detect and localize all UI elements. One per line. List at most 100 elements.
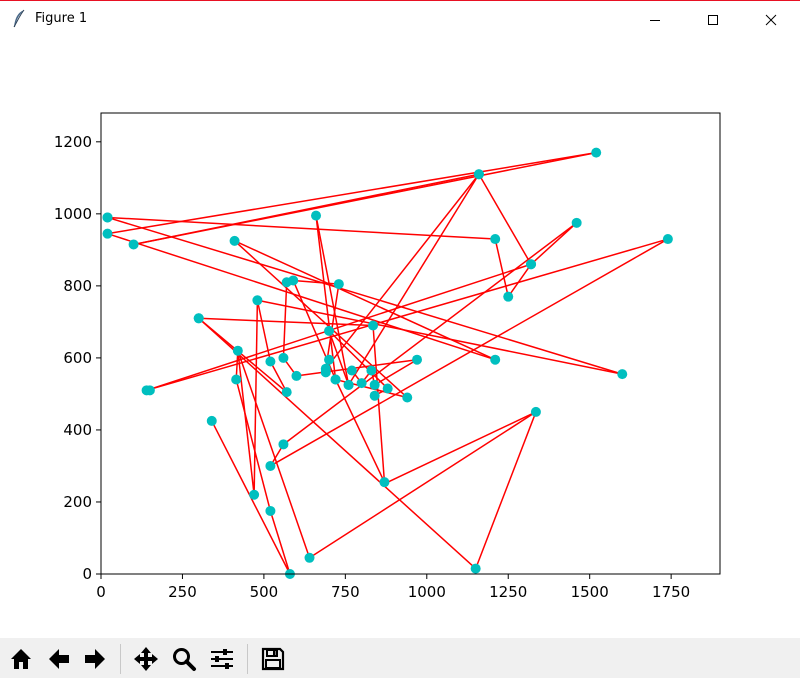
save-button[interactable] — [258, 644, 288, 674]
route-segment — [108, 217, 623, 374]
arrow-left-icon — [46, 646, 72, 672]
data-point — [402, 393, 412, 403]
route-segment — [531, 223, 577, 264]
home-icon — [8, 646, 34, 672]
arrow-right-icon — [82, 646, 108, 672]
data-point — [194, 313, 204, 323]
minimize-icon — [649, 14, 661, 26]
close-button[interactable] — [742, 2, 800, 38]
feather-icon — [12, 9, 26, 29]
data-point — [471, 564, 481, 574]
data-point — [321, 367, 331, 377]
floppy-disk-icon — [260, 646, 286, 672]
data-point — [331, 375, 341, 385]
data-point — [503, 292, 513, 302]
data-point — [357, 378, 367, 388]
data-point — [591, 148, 601, 158]
data-point — [383, 384, 393, 394]
data-point — [305, 553, 315, 563]
route-segment — [373, 325, 384, 482]
data-point — [282, 277, 292, 287]
maximize-button[interactable] — [684, 2, 742, 38]
route-segment — [199, 318, 476, 568]
data-point — [572, 218, 582, 228]
data-point — [366, 366, 376, 376]
data-point — [324, 355, 334, 365]
magnifier-icon — [171, 646, 197, 672]
data-point — [347, 366, 357, 376]
x-tick-label: 1750 — [652, 583, 690, 601]
x-tick-label: 1000 — [408, 583, 446, 601]
window-title: Figure 1 — [35, 11, 87, 26]
data-point — [278, 353, 288, 363]
x-tick-label: 0 — [96, 583, 106, 601]
data-point — [103, 229, 113, 239]
data-point — [370, 391, 380, 401]
move-icon — [133, 646, 159, 672]
route-segment — [270, 362, 286, 393]
toolbar-separator — [120, 644, 121, 674]
y-tick-label: 1000 — [54, 205, 92, 223]
data-point — [230, 236, 240, 246]
y-tick-label: 0 — [82, 565, 92, 583]
data-point — [370, 380, 380, 390]
data-point — [265, 461, 275, 471]
axes-frame — [101, 113, 720, 574]
data-point — [526, 259, 536, 269]
forward-button[interactable] — [80, 644, 110, 674]
data-point — [282, 387, 292, 397]
figure-canvas[interactable]: 0 250 500 750 1000 1250 1500 1750 0 200 400 600 800 1… — [0, 38, 800, 638]
navigation-toolbar — [0, 638, 800, 678]
data-point — [334, 279, 344, 289]
route-segment — [108, 234, 496, 360]
data-point — [129, 239, 139, 249]
data-point — [324, 326, 334, 336]
data-point — [265, 506, 275, 516]
route-segment — [310, 412, 536, 558]
data-point — [311, 211, 321, 221]
data-point — [291, 371, 301, 381]
y-tick-label: 1200 — [54, 133, 92, 151]
route-segment — [349, 174, 479, 385]
minimize-button[interactable] — [626, 2, 684, 38]
title-bar[interactable]: Figure 1 — [0, 1, 800, 38]
x-tick-label: 750 — [331, 583, 360, 601]
home-button[interactable] — [6, 644, 36, 674]
data-point — [412, 355, 422, 365]
data-point — [490, 355, 500, 365]
route-segment — [257, 300, 622, 374]
y-tick-label: 400 — [63, 421, 92, 439]
back-button[interactable] — [44, 644, 74, 674]
data-point — [265, 357, 275, 367]
data-point — [490, 234, 500, 244]
route-segment — [134, 153, 597, 245]
x-tick-label: 1500 — [571, 583, 609, 601]
data-point — [145, 385, 155, 395]
x-tick-label: 250 — [168, 583, 197, 601]
toolbar-separator — [247, 644, 248, 674]
x-tick-label: 1250 — [489, 583, 527, 601]
route-segment — [479, 174, 531, 264]
data-point — [344, 380, 354, 390]
pan-button[interactable] — [131, 644, 161, 674]
close-icon — [765, 14, 777, 26]
route-segment — [375, 360, 417, 385]
data-point — [233, 346, 243, 356]
data-point — [379, 477, 389, 487]
data-point — [474, 169, 484, 179]
route-segment — [326, 174, 479, 368]
configure-subplots-button[interactable] — [207, 644, 237, 674]
data-point — [368, 320, 378, 330]
route-segment — [296, 360, 417, 376]
route-segment — [283, 282, 286, 358]
data-point — [103, 212, 113, 222]
data-point — [231, 375, 241, 385]
data-point — [207, 416, 217, 426]
data-point — [531, 407, 541, 417]
data-point — [252, 295, 262, 305]
zoom-button[interactable] — [169, 644, 199, 674]
data-point — [663, 234, 673, 244]
route-segment — [108, 153, 597, 234]
data-point — [617, 369, 627, 379]
data-point — [249, 490, 259, 500]
